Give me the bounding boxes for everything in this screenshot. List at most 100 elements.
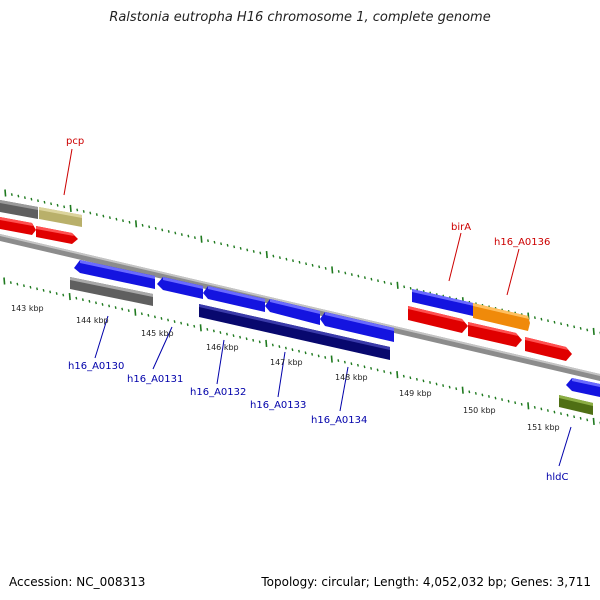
minor-tick [487, 395, 490, 398]
scale-label: 147 kbp [270, 358, 303, 367]
minor-tick [507, 399, 510, 403]
feature-cds-blue-2[interactable] [157, 277, 203, 299]
minor-tick [278, 256, 281, 260]
minor-tick [141, 223, 144, 227]
minor-tick [389, 371, 392, 375]
gene-label-h16-A0133: h16_A0133 [250, 400, 306, 411]
feature-pcp-gray[interactable] [0, 200, 38, 219]
minor-tick [17, 194, 20, 198]
minor-tick [383, 370, 386, 373]
minor-tick [10, 193, 13, 196]
minor-tick [76, 208, 79, 212]
minor-tick [350, 362, 353, 366]
minor-tick [108, 304, 111, 308]
major-tick [200, 235, 203, 243]
minor-tick [573, 325, 576, 329]
minor-tick [259, 251, 262, 255]
feature-hypothetical-navy[interactable] [199, 304, 390, 360]
minor-tick [579, 326, 582, 330]
minor-tick [468, 390, 471, 394]
feature-cds-blue-1[interactable] [74, 260, 155, 289]
gene-label-h16-A0132: h16_A0132 [190, 387, 246, 398]
minor-tick [43, 200, 46, 204]
feature-reverse-red-1[interactable] [0, 217, 36, 235]
minor-tick [161, 228, 164, 232]
minor-tick [546, 409, 549, 412]
feature-pcp[interactable] [39, 207, 82, 227]
minor-tick [350, 273, 353, 276]
minor-tick [298, 260, 301, 264]
minor-tick [409, 286, 412, 290]
feature-reverse-red-4[interactable] [468, 322, 522, 347]
minor-tick [481, 393, 484, 397]
minor-tick [95, 213, 98, 216]
feature-h16-A0136[interactable] [473, 303, 530, 331]
minor-tick [377, 279, 379, 283]
minor-tick [174, 231, 177, 235]
feature-cds-blue-4[interactable] [265, 299, 320, 325]
minor-tick [239, 246, 242, 250]
minor-tick [153, 315, 156, 319]
feature-reverse-red-3[interactable] [408, 306, 468, 333]
minor-tick [140, 312, 143, 316]
feature-reverse-red-2[interactable] [36, 226, 78, 244]
gene-label-hldC: hldC [546, 472, 568, 483]
label-leaders [63, 148, 572, 467]
feature-gray-lower[interactable] [70, 277, 153, 306]
minor-tick [370, 277, 373, 281]
minor-tick [271, 343, 274, 347]
minor-tick [402, 374, 405, 378]
scale-label: 143 kbp [11, 304, 44, 313]
feature-hldC[interactable] [559, 395, 593, 415]
minor-tick [63, 205, 66, 209]
major-tick [265, 339, 268, 347]
minor-tick [343, 360, 346, 364]
feature-hldC-blue[interactable] [566, 378, 600, 397]
minor-tick [62, 293, 65, 297]
feature-reverse-red-5[interactable] [525, 337, 572, 361]
minor-tick [115, 217, 118, 221]
minor-tick [245, 337, 248, 341]
minor-tick [29, 285, 32, 289]
minor-tick [533, 405, 536, 409]
minor-tick [121, 307, 124, 311]
gene-label-pcp: pcp [66, 136, 84, 147]
minor-tick [50, 202, 53, 206]
map-title: Ralstonia eutropha H16 chromosome 1, com… [109, 10, 491, 25]
minor-tick [318, 265, 321, 269]
minor-tick [206, 327, 209, 331]
minor-tick [586, 418, 589, 422]
minor-tick [304, 351, 307, 355]
minor-tick [344, 271, 347, 275]
minor-tick [540, 407, 543, 411]
minor-tick [23, 196, 26, 200]
minor-tick [81, 298, 84, 302]
minor-tick [246, 248, 249, 252]
minor-tick [239, 335, 242, 339]
gene-label-h16-A0134: h16_A0134 [311, 415, 367, 426]
minor-tick [298, 349, 301, 353]
minor-tick [324, 356, 327, 359]
minor-tick [252, 338, 255, 342]
minor-tick [533, 316, 536, 320]
feature-cds-blue-5[interactable] [320, 312, 394, 342]
minor-tick [114, 306, 117, 309]
minor-tick [193, 236, 196, 240]
minor-tick [579, 416, 582, 420]
feature-cds-blue-3[interactable] [203, 286, 265, 312]
minor-tick [102, 214, 105, 218]
feature-birA[interactable] [412, 289, 476, 316]
minor-tick [376, 368, 379, 372]
minor-tick [108, 216, 111, 220]
minor-tick [128, 220, 131, 224]
major-tick [592, 417, 595, 426]
minor-tick [37, 199, 39, 203]
gene-label-h16-A0130: h16_A0130 [68, 361, 124, 372]
minor-tick [422, 379, 425, 383]
scale-label: 145 kbp [141, 329, 174, 338]
minor-tick [566, 413, 569, 417]
minor-tick [292, 259, 294, 263]
minor-tick [127, 309, 130, 313]
gene-label-birA: birA [451, 222, 471, 233]
